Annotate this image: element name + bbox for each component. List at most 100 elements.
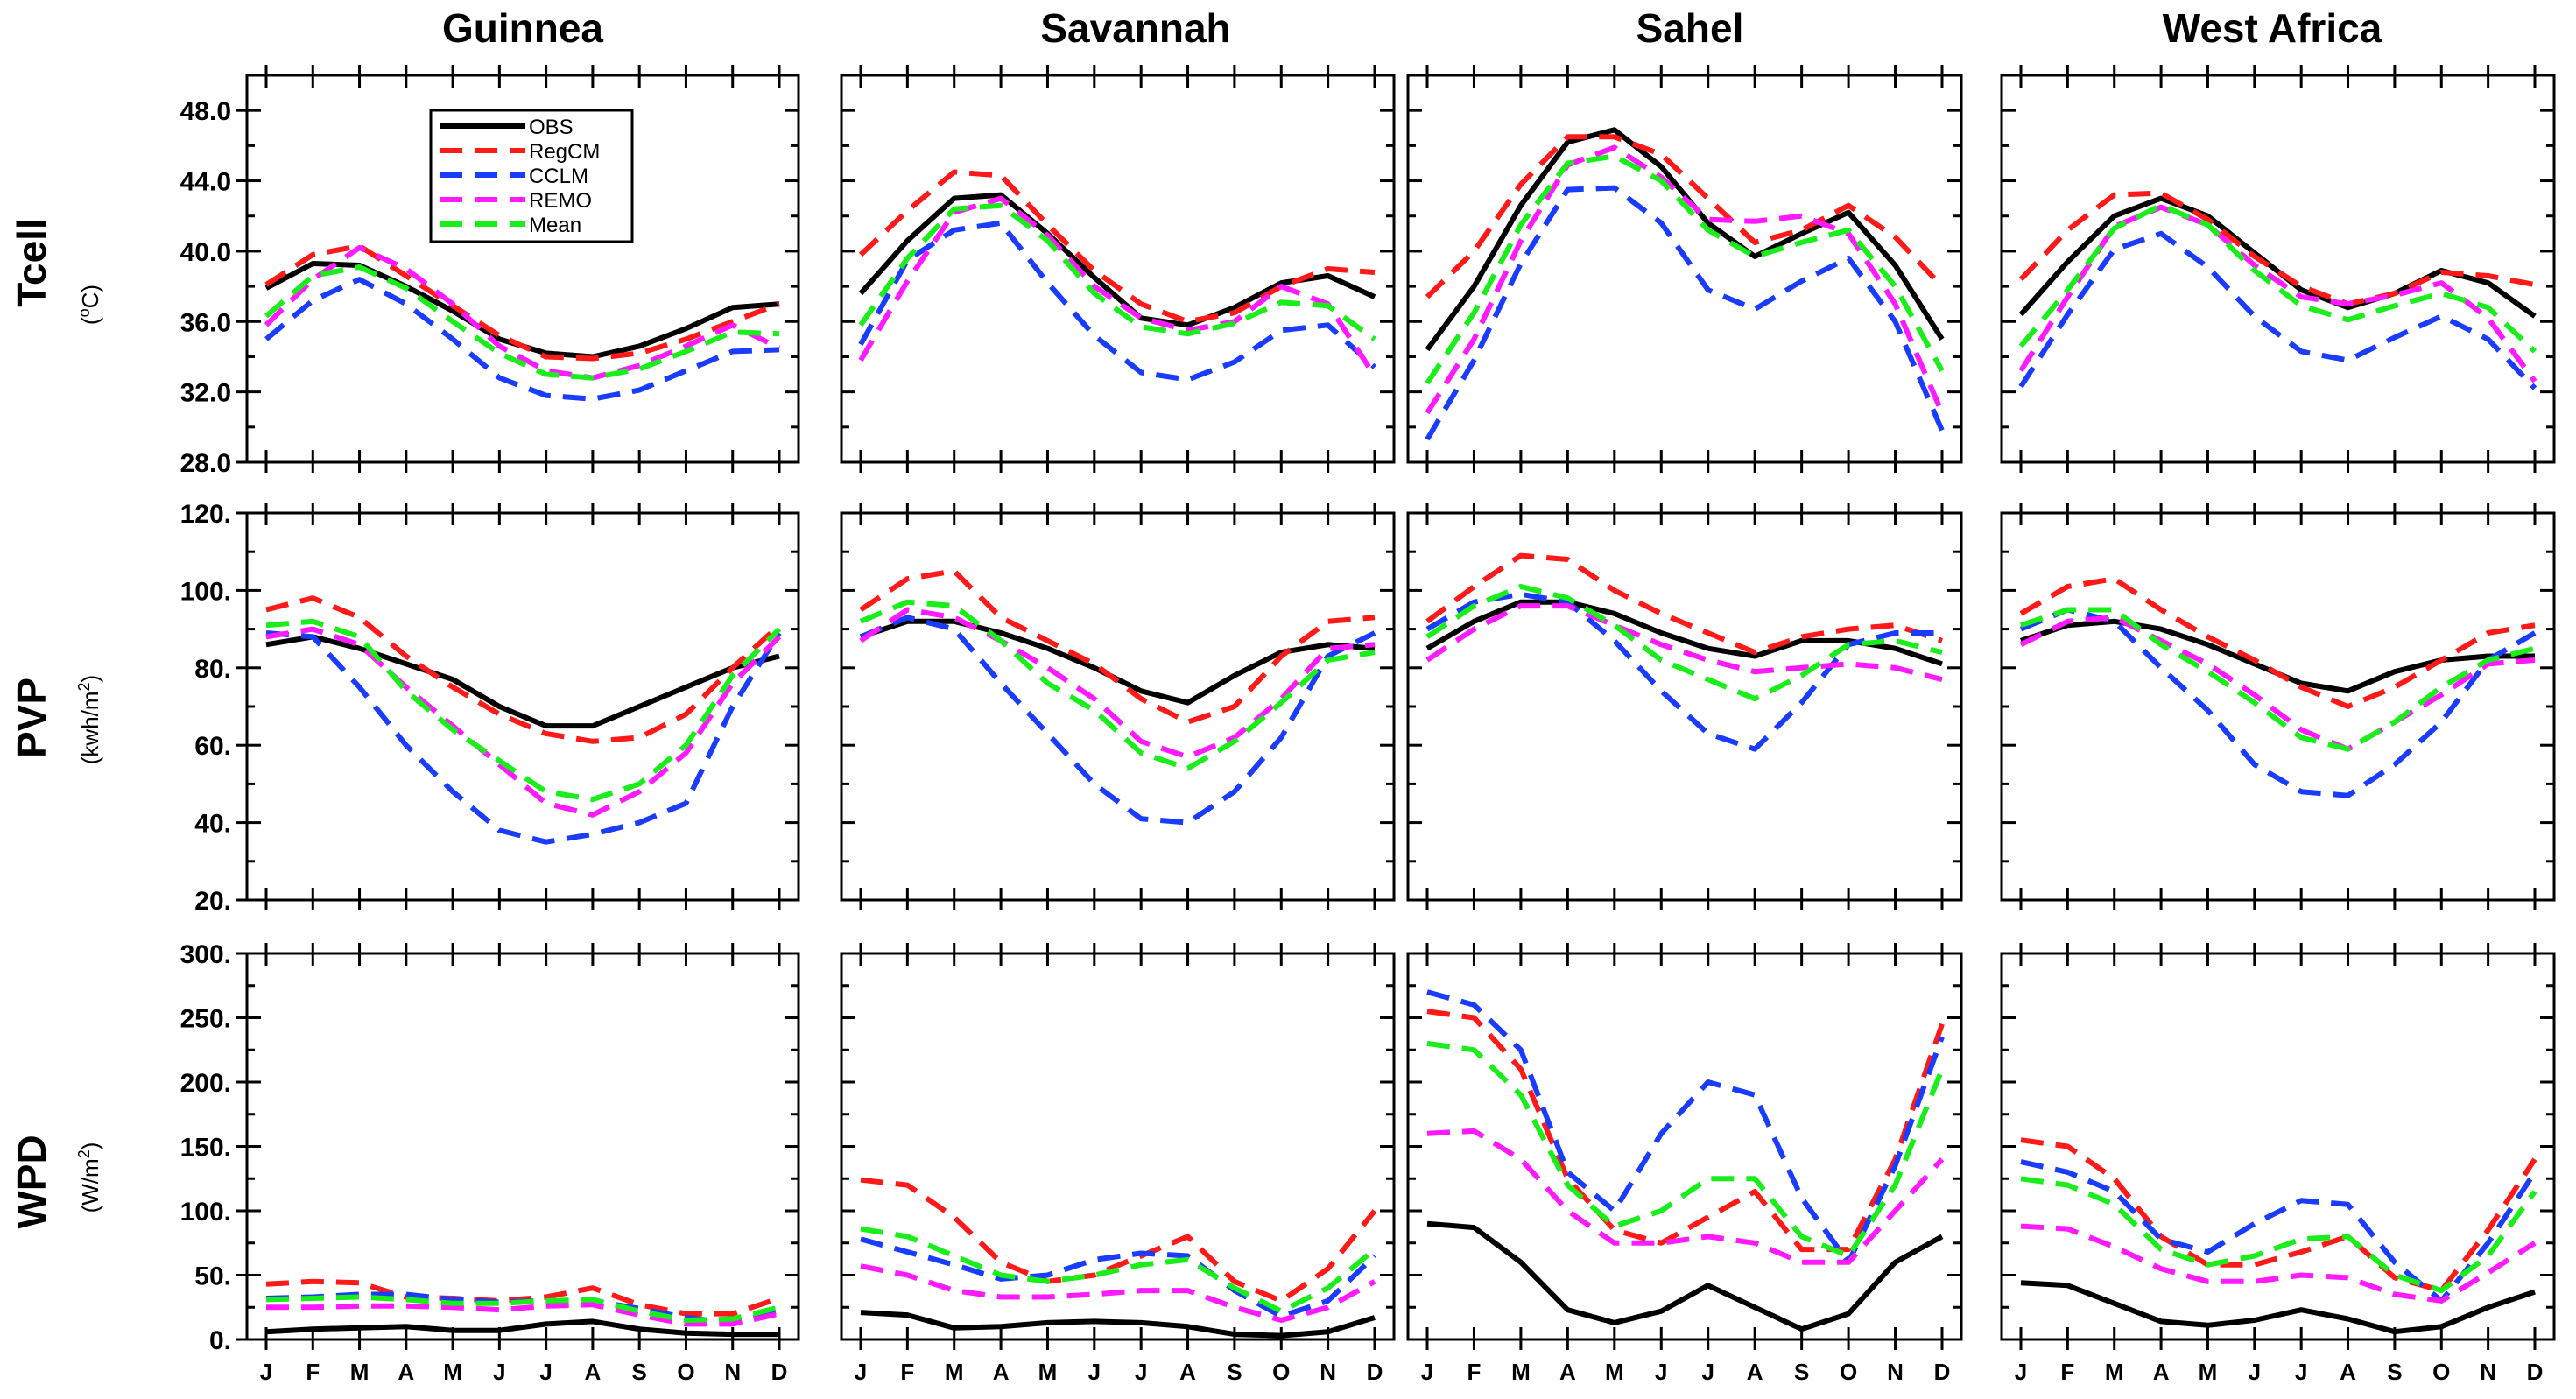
row-label-pvp: PVP bbox=[9, 678, 54, 758]
series-line-regcm bbox=[858, 169, 1376, 325]
y-tick-label: 40.0 bbox=[180, 238, 231, 267]
panel-tcell-savannah bbox=[840, 65, 1396, 473]
series-line-obs bbox=[265, 1318, 779, 1338]
y-tick-label: 40. bbox=[194, 810, 231, 839]
x-tick-label: S bbox=[1794, 1359, 1809, 1385]
x-tick-label: A bbox=[2340, 1359, 2356, 1385]
y-tick-label: 80. bbox=[194, 655, 231, 684]
series-line-obs bbox=[264, 261, 780, 360]
series-line-mean bbox=[264, 264, 780, 381]
x-tick-label: S bbox=[2387, 1359, 2402, 1385]
series-line-cclm bbox=[860, 1236, 1377, 1319]
y-tick-label: 100. bbox=[180, 1198, 231, 1227]
y-tick-label: 44.0 bbox=[180, 168, 231, 197]
series-line-regcm bbox=[1426, 1009, 1945, 1253]
column-titles: Guinnea Savannah Sahel West Africa bbox=[442, 5, 2382, 51]
x-tick-label: M bbox=[945, 1359, 964, 1385]
legend-label-obs: OBS bbox=[529, 116, 574, 139]
x-tick-label: J bbox=[493, 1359, 505, 1385]
y-tick-label: 200. bbox=[180, 1069, 231, 1098]
panel-wpd-guinnea: 0. 50. 100. 150. 200. 250. 300. J F M A M J J A S O N D bbox=[180, 940, 800, 1385]
x-tick-label: J bbox=[1135, 1359, 1147, 1385]
series-line-regcm bbox=[2019, 576, 2536, 709]
panel-frame bbox=[1406, 74, 1963, 464]
x-tick-label: J bbox=[2249, 1359, 2261, 1385]
series-line-remo bbox=[264, 244, 781, 381]
series-line-obs bbox=[2020, 1280, 2536, 1335]
series-line-remo bbox=[2020, 1223, 2537, 1304]
y-tick-label: 60. bbox=[194, 732, 231, 761]
series-line-cclm bbox=[2020, 1159, 2537, 1304]
unit-tail: C) bbox=[77, 285, 103, 308]
y-tick-label: 36.0 bbox=[180, 308, 231, 337]
series-line-mean bbox=[2020, 1176, 2537, 1294]
series-line-mean bbox=[1425, 584, 1943, 702]
x-tick-label: M bbox=[2105, 1359, 2124, 1385]
series-line-cclm bbox=[1425, 591, 1942, 752]
x-tick-label: A bbox=[1559, 1359, 1576, 1385]
series-line-remo bbox=[2019, 615, 2536, 752]
series-line-remo bbox=[860, 1263, 1376, 1323]
column-title-guinnea: Guinnea bbox=[442, 5, 603, 51]
x-tick-label: A bbox=[2153, 1359, 2170, 1385]
series-line-mean bbox=[265, 1294, 780, 1323]
series-line-cclm bbox=[858, 220, 1377, 383]
series-line-regcm bbox=[2018, 190, 2536, 307]
panel-pvp-sahel bbox=[1406, 503, 1963, 910]
y-tick-label: 150. bbox=[180, 1134, 231, 1163]
y-tick-label: 20. bbox=[194, 887, 231, 916]
series-line-regcm bbox=[264, 243, 781, 362]
series-line-mean bbox=[859, 599, 1376, 771]
x-tick-label: D bbox=[1367, 1359, 1383, 1385]
series-line-obs bbox=[265, 634, 780, 729]
series-line-regcm bbox=[859, 568, 1376, 725]
row-unit-pvp: (kwh/m2) bbox=[75, 675, 103, 764]
series-line-mean bbox=[2020, 607, 2536, 752]
x-tick-label: N bbox=[2480, 1359, 2496, 1385]
unit-superscript: 2 bbox=[75, 682, 93, 691]
x-tick-label: S bbox=[632, 1359, 647, 1385]
panel-tcell-sahel bbox=[1406, 65, 1963, 473]
x-tick-label: O bbox=[1840, 1359, 1857, 1385]
panel-frame bbox=[245, 952, 800, 1341]
series-line-remo bbox=[2018, 204, 2537, 383]
panel-pvp-guinnea: 20. 40. 60. 80. 100. 120. bbox=[180, 500, 800, 916]
series-line-mean bbox=[860, 1226, 1376, 1314]
series-line-cclm bbox=[1426, 989, 1945, 1265]
series-line-cclm bbox=[2018, 230, 2537, 390]
x-tick-label: F bbox=[2060, 1359, 2074, 1385]
y-tick-label: 28.0 bbox=[180, 449, 231, 478]
x-tick-label: O bbox=[1272, 1359, 1290, 1385]
series-line-remo bbox=[859, 607, 1376, 760]
x-tick-label: J bbox=[1088, 1359, 1101, 1385]
unit-superscript: o bbox=[75, 308, 93, 317]
series-line-obs bbox=[860, 618, 1376, 706]
x-tick-label: N bbox=[1887, 1359, 1904, 1385]
panel-pvp-savannah bbox=[840, 503, 1396, 910]
y-tick-label: 0. bbox=[209, 1326, 231, 1355]
series-line-obs bbox=[858, 192, 1376, 328]
x-tick-label: A bbox=[585, 1359, 602, 1385]
legend-label-mean: Mean bbox=[529, 214, 581, 237]
x-tick-label: A bbox=[398, 1359, 414, 1385]
series-line-mean bbox=[1425, 153, 1945, 385]
column-title-savannah: Savannah bbox=[1040, 5, 1230, 51]
series-line-remo bbox=[1425, 144, 1945, 415]
x-tick-label: A bbox=[993, 1359, 1010, 1385]
row-labels: Tcell (oC) PVP (kwh/m2) WPD (W/m2) bbox=[9, 218, 103, 1228]
x-tick-label: J bbox=[1421, 1359, 1433, 1385]
series-line-remo bbox=[858, 195, 1377, 378]
x-tick-label: J bbox=[2015, 1359, 2027, 1385]
panels: 28.0 32.0 36.0 40.0 44.0 48.0 20. 40. 60. 80. 100.… bbox=[180, 65, 2556, 1385]
series-line-regcm bbox=[2020, 1137, 2537, 1294]
series-line-remo bbox=[1426, 1128, 1945, 1265]
series-line-mean bbox=[265, 618, 782, 803]
series-line-remo bbox=[265, 626, 782, 818]
series-line-regcm bbox=[265, 595, 782, 744]
column-title-west-africa: West Africa bbox=[2163, 5, 2382, 51]
panel-frame bbox=[2000, 511, 2556, 902]
x-tick-label: M bbox=[1511, 1359, 1531, 1385]
panel-pvp-west-africa bbox=[2000, 503, 2556, 910]
